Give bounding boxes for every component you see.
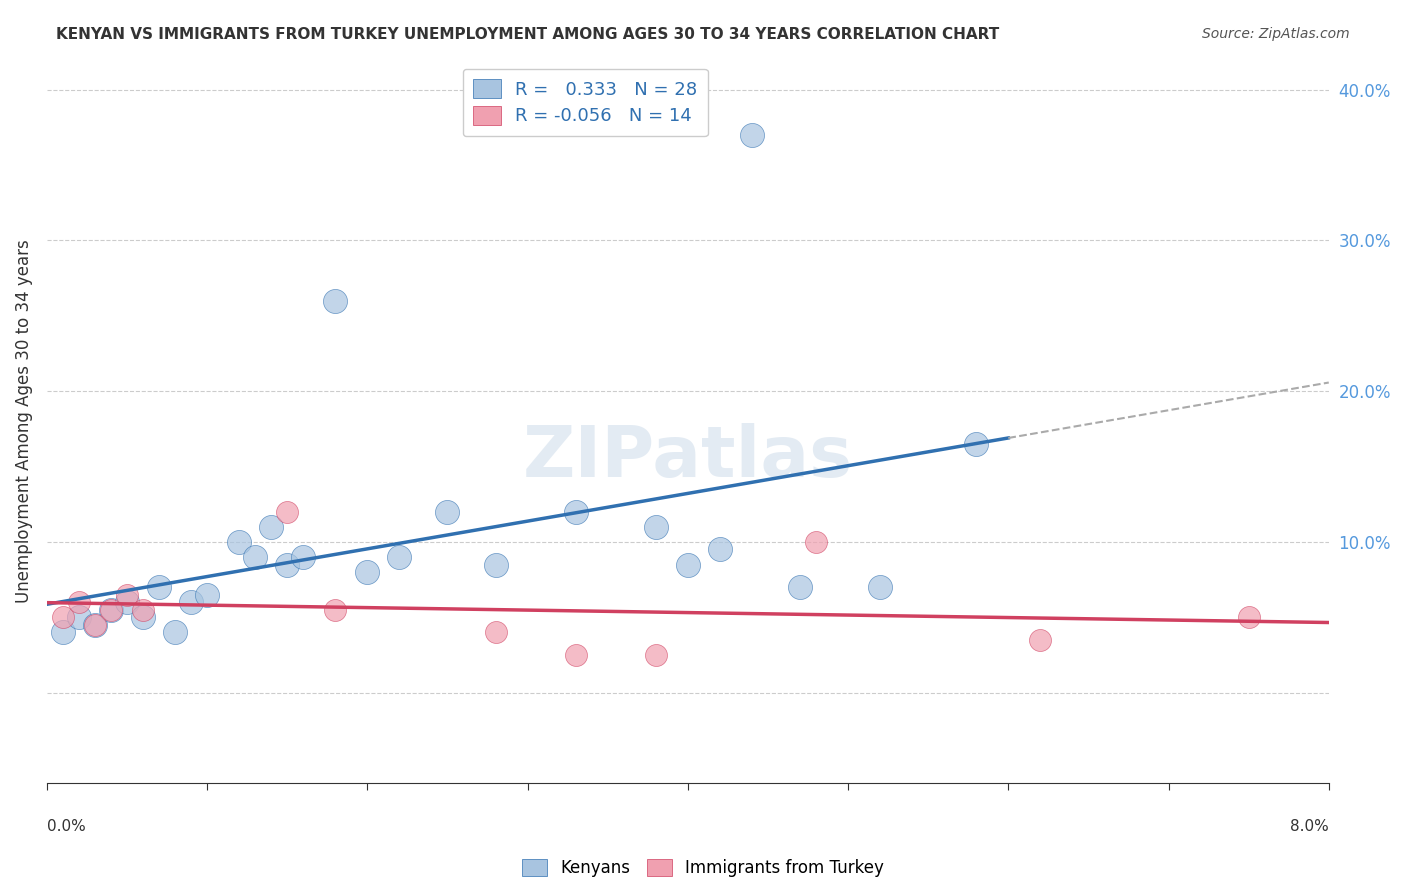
Point [564, 648, 586, 662]
Point [484, 625, 506, 640]
Point [292, 549, 315, 564]
Text: KENYAN VS IMMIGRANTS FROM TURKEY UNEMPLOYMENT AMONG AGES 30 TO 34 YEARS CORRELAT: KENYAN VS IMMIGRANTS FROM TURKEY UNEMPLO… [56, 27, 1000, 42]
Text: ZIPatlas: ZIPatlas [523, 423, 853, 492]
Text: Source: ZipAtlas.com: Source: ZipAtlas.com [1202, 27, 1350, 41]
Point [115, 595, 138, 609]
Point [132, 603, 155, 617]
Point [789, 580, 811, 594]
Point [965, 437, 987, 451]
Point [67, 595, 90, 609]
Point [67, 610, 90, 624]
Point [676, 558, 699, 572]
Point [323, 603, 346, 617]
Point [245, 549, 267, 564]
Y-axis label: Unemployment Among Ages 30 to 34 years: Unemployment Among Ages 30 to 34 years [15, 239, 32, 603]
Point [100, 603, 122, 617]
Point [564, 505, 586, 519]
Text: 0.0%: 0.0% [46, 819, 86, 834]
Point [165, 625, 187, 640]
Point [436, 505, 458, 519]
Point [84, 617, 107, 632]
Point [804, 535, 827, 549]
Point [276, 505, 298, 519]
Point [709, 542, 731, 557]
Point [195, 588, 218, 602]
Point [276, 558, 298, 572]
Point [644, 520, 666, 534]
Point [52, 625, 75, 640]
Point [260, 520, 283, 534]
Point [484, 558, 506, 572]
Point [323, 293, 346, 308]
Legend: R =   0.333   N = 28, R = -0.056   N = 14: R = 0.333 N = 28, R = -0.056 N = 14 [463, 69, 709, 136]
Legend: Kenyans, Immigrants from Turkey: Kenyans, Immigrants from Turkey [515, 852, 891, 884]
Point [1237, 610, 1260, 624]
Point [741, 128, 763, 142]
Point [180, 595, 202, 609]
Point [869, 580, 891, 594]
Point [52, 610, 75, 624]
Text: 8.0%: 8.0% [1291, 819, 1329, 834]
Point [644, 648, 666, 662]
Point [115, 588, 138, 602]
Point [356, 565, 378, 579]
Point [1029, 632, 1052, 647]
Point [132, 610, 155, 624]
Point [228, 535, 250, 549]
Point [388, 549, 411, 564]
Point [100, 603, 122, 617]
Point [148, 580, 170, 594]
Point [84, 617, 107, 632]
